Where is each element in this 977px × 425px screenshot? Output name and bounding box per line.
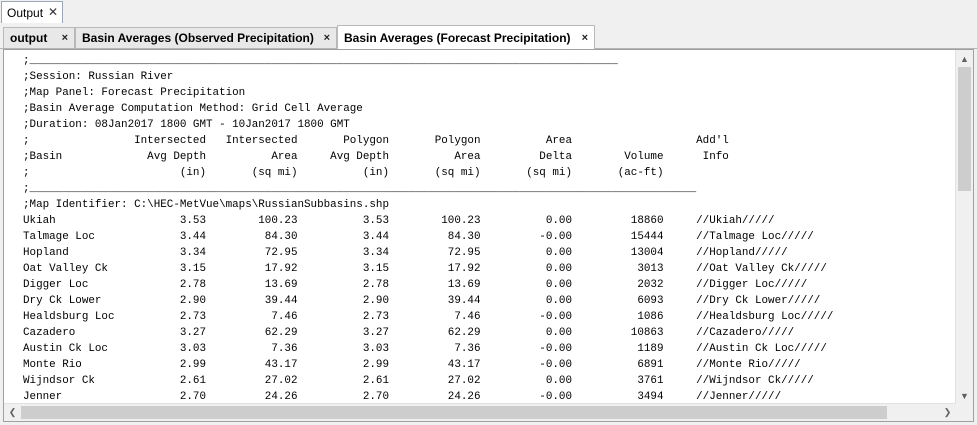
report-line: Digger Loc 2.78 13.69 2.78 13.69 0.00 20… xyxy=(23,279,808,291)
scrollbar-corner xyxy=(956,404,973,421)
tab-strip: output × Basin Averages (Observed Precip… xyxy=(0,24,977,49)
vertical-scrollbar[interactable]: ▲ ▼ xyxy=(955,50,973,404)
horizontal-scrollbar[interactable]: ❮ ❯ xyxy=(4,403,956,421)
scroll-up-icon[interactable]: ▲ xyxy=(960,53,969,64)
output-panel-tab[interactable]: Output ✕ xyxy=(1,1,63,23)
tab-basin-averages-observed[interactable]: Basin Averages (Observed Precipitation) … xyxy=(75,27,337,48)
report-line: ;Session: Russian River xyxy=(23,71,174,83)
report-text-area[interactable]: ;_______________________________________… xyxy=(3,49,974,422)
report-line: ; (in) (sq mi) (in) (sq mi) (sq mi) (ac-… xyxy=(23,167,664,179)
report-line: Talmage Loc 3.44 84.30 3.44 84.30 -0.00 … xyxy=(23,231,814,243)
report-line: ;Basin Avg Depth Area Avg Depth Area Del… xyxy=(23,151,729,163)
tab-output[interactable]: output × xyxy=(3,27,75,48)
close-icon[interactable]: × xyxy=(61,32,68,44)
report-line: Healdsburg Loc 2.73 7.46 2.73 7.46 -0.00… xyxy=(23,311,834,323)
report-line: ;Map Panel: Forecast Precipitation xyxy=(23,87,246,99)
vertical-scroll-thumb[interactable] xyxy=(958,67,971,191)
report-line: ; Intersected Intersected Polygon Polygo… xyxy=(23,135,729,147)
horizontal-scroll-thumb[interactable] xyxy=(21,406,887,419)
close-icon[interactable]: × xyxy=(323,32,330,44)
report-line: Dry Ck Lower 2.90 39.44 2.90 39.44 0.00 … xyxy=(23,295,821,307)
report-line: ;Map Identifier: C:\HEC-MetVue\maps\Russ… xyxy=(23,199,389,211)
basin-average-report: ;_______________________________________… xyxy=(23,53,833,405)
report-line: ;Duration: 08Jan2017 1800 GMT - 10Jan201… xyxy=(23,119,350,131)
report-line: Cazadero 3.27 62.29 3.27 62.29 0.00 1086… xyxy=(23,327,795,339)
report-line: Jenner 2.70 24.26 2.70 24.26 -0.00 3494 … xyxy=(23,391,782,403)
report-line: ;_______________________________________… xyxy=(23,55,618,67)
scroll-down-icon[interactable]: ▼ xyxy=(960,390,969,401)
output-panel-title: Output xyxy=(7,5,44,20)
scroll-left-icon[interactable]: ❮ xyxy=(8,407,17,417)
output-panel-header: Output ✕ xyxy=(0,0,977,25)
report-line: Monte Rio 2.99 43.17 2.99 43.17 -0.00 68… xyxy=(23,359,801,371)
report-line: Ukiah 3.53 100.23 3.53 100.23 0.00 18860… xyxy=(23,215,775,227)
tab-label: output xyxy=(10,31,48,45)
tab-label: Basin Averages (Forecast Precipitation) xyxy=(344,30,571,45)
scroll-right-icon[interactable]: ❯ xyxy=(943,407,952,417)
report-line: Hopland 3.34 72.95 3.34 72.95 0.00 13004… xyxy=(23,247,788,259)
report-line: Oat Valley Ck 3.15 17.92 3.15 17.92 0.00… xyxy=(23,263,827,275)
report-line: ;Basin Average Computation Method: Grid … xyxy=(23,103,363,115)
tab-label: Basin Averages (Observed Precipitation) xyxy=(82,31,314,45)
report-line: ;_______________________________________… xyxy=(23,183,697,195)
close-icon[interactable]: × xyxy=(581,31,588,44)
report-line: Austin Ck Loc 3.03 7.36 3.03 7.36 -0.00 … xyxy=(23,343,827,355)
tab-basin-averages-forecast[interactable]: Basin Averages (Forecast Precipitation) … xyxy=(337,25,595,49)
close-icon[interactable]: ✕ xyxy=(47,5,58,19)
report-line: Wijndsor Ck 2.61 27.02 2.61 27.02 0.00 3… xyxy=(23,375,814,387)
